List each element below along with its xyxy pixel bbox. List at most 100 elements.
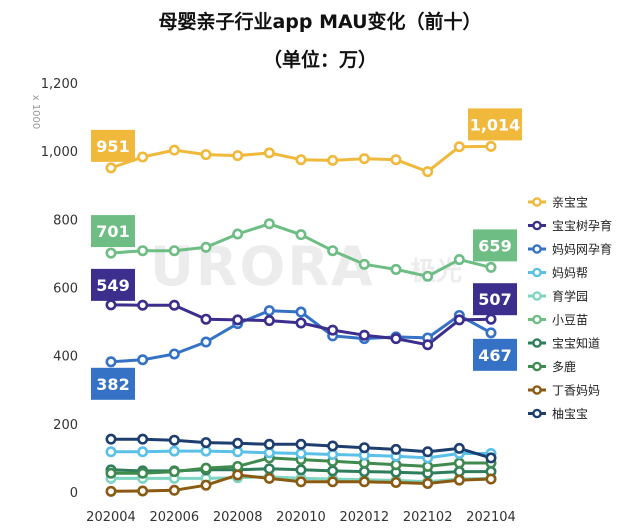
data-point xyxy=(168,144,180,156)
callout-box xyxy=(473,229,517,262)
y-tick-label: 800 xyxy=(53,213,78,228)
data-point xyxy=(327,324,339,336)
callout-box xyxy=(91,129,135,162)
callout-label: 951 xyxy=(96,137,129,156)
data-point xyxy=(168,245,180,257)
data-point xyxy=(485,140,497,152)
data-point xyxy=(137,467,149,479)
callout-label: 467 xyxy=(478,346,511,365)
data-point xyxy=(295,154,307,166)
data-point xyxy=(358,258,370,270)
data-point xyxy=(232,228,244,240)
data-point xyxy=(295,447,307,459)
legend-swatch-marker xyxy=(532,220,542,231)
data-point xyxy=(168,466,180,478)
data-point xyxy=(327,465,339,477)
data-point xyxy=(137,299,149,311)
callout-box xyxy=(91,367,135,400)
data-point xyxy=(137,354,149,366)
legend-swatch-marker xyxy=(532,291,542,301)
data-point xyxy=(232,446,244,458)
data-point xyxy=(137,245,149,257)
data-point xyxy=(105,162,117,174)
x-tick-label: 202010 xyxy=(276,510,326,525)
data-point xyxy=(263,463,275,475)
data-point xyxy=(137,151,149,163)
data-point xyxy=(422,446,434,458)
data-point xyxy=(390,263,402,275)
data-point xyxy=(263,438,275,450)
callout-label: 659 xyxy=(478,236,511,255)
data-point xyxy=(105,247,117,259)
legend-swatch-marker xyxy=(532,361,542,372)
data-point xyxy=(295,464,307,476)
data-point xyxy=(390,476,402,488)
data-point xyxy=(105,467,117,479)
data-point xyxy=(200,313,212,325)
callout-label: 701 xyxy=(96,222,129,241)
legend-swatch-marker xyxy=(532,408,542,419)
data-point xyxy=(295,476,307,488)
data-point xyxy=(422,166,434,178)
data-point xyxy=(453,457,465,469)
legend-swatch-marker xyxy=(532,197,542,207)
data-point xyxy=(105,356,117,368)
legend-label: 育学园 xyxy=(552,289,588,304)
data-point xyxy=(232,437,244,449)
data-point xyxy=(168,299,180,311)
x-tick-label: 202102 xyxy=(403,510,453,525)
legend-label: 妈妈帮 xyxy=(552,266,588,280)
x-tick-label: 202012 xyxy=(340,510,390,525)
y-tick-label: 1,000 xyxy=(41,145,78,160)
legend-label: 柚宝宝 xyxy=(552,406,588,421)
callout-box xyxy=(91,215,135,248)
data-point xyxy=(200,149,212,161)
data-point xyxy=(295,306,307,318)
legend-swatch-marker xyxy=(532,267,542,278)
data-point xyxy=(200,479,212,491)
data-point xyxy=(295,438,307,450)
y-axis: 0 200 400 600 800 1,000 1,200 xyxy=(41,77,78,501)
callout-label: 382 xyxy=(96,375,129,394)
data-point xyxy=(263,305,275,317)
callout-box xyxy=(91,268,135,301)
data-point xyxy=(327,476,339,488)
data-point xyxy=(485,327,497,339)
data-point xyxy=(232,314,244,326)
data-point xyxy=(485,261,497,273)
data-point xyxy=(200,462,212,474)
data-point xyxy=(485,313,497,325)
data-point xyxy=(453,442,465,454)
data-point xyxy=(390,443,402,455)
data-point xyxy=(422,477,434,489)
data-point xyxy=(485,452,497,464)
data-point xyxy=(295,317,307,329)
data-point xyxy=(168,484,180,496)
data-point xyxy=(390,333,402,345)
data-point xyxy=(422,460,434,472)
callout-box xyxy=(468,108,522,141)
data-point xyxy=(358,153,370,165)
callout-box xyxy=(473,283,517,316)
data-point xyxy=(263,218,275,230)
chart-subtitle: （单位：万） xyxy=(263,48,377,71)
data-point xyxy=(327,154,339,166)
data-point xyxy=(358,329,370,341)
legend-swatch-marker xyxy=(532,385,542,395)
data-point xyxy=(263,315,275,327)
legend-label: 亲宝宝 xyxy=(552,196,588,210)
y-unit-label: x 1000 xyxy=(30,95,41,130)
data-point xyxy=(263,147,275,159)
data-point xyxy=(453,474,465,486)
chart-title: 母婴亲子行业app MAU变化（前十） xyxy=(158,10,481,33)
data-point xyxy=(327,449,339,461)
x-tick-label: 202104 xyxy=(466,510,516,525)
data-point xyxy=(358,466,370,478)
data-point xyxy=(422,339,434,351)
data-point xyxy=(137,485,149,497)
legend-swatch-marker xyxy=(532,244,542,254)
data-point xyxy=(263,447,275,459)
data-point xyxy=(232,469,244,481)
data-point xyxy=(105,299,117,311)
